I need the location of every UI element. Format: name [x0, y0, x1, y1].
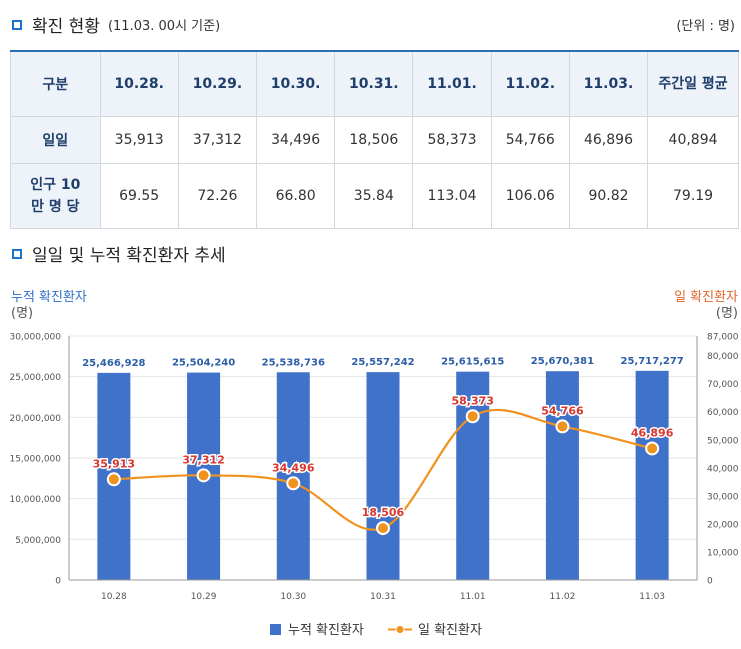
- row-header: 인구 10만 명 당: [10, 163, 101, 229]
- bar-value-label: 25,615,615: [441, 357, 504, 368]
- table-header-cell: 구분: [10, 50, 101, 117]
- x-tick-label: 10.31: [370, 592, 396, 602]
- right-tick-label: 70,000: [707, 380, 739, 390]
- right-axis-title: 일 확진환자: [674, 290, 738, 305]
- table-header-cell: 10.29.: [177, 50, 258, 117]
- legend-bar-swatch: [270, 624, 281, 635]
- bar-value-label: 25,670,381: [531, 356, 594, 367]
- line-value-label: 34,496: [272, 461, 315, 474]
- trend-section-title: 일일 및 누적 확진환자 추세: [12, 241, 226, 266]
- table-cell: 40,894: [647, 116, 739, 164]
- right-tick-label: 10,000: [707, 548, 739, 558]
- basis-date: (11.03. 00시 기준): [107, 19, 221, 34]
- trend-title: 일일 및 누적 확진환자 추세: [32, 246, 226, 266]
- legend-line-marker: [395, 625, 405, 634]
- left-tick-label: 5,000,000: [15, 536, 61, 546]
- table-header-cell: 11.02.: [490, 50, 570, 117]
- left-tick-label: 0: [55, 577, 61, 587]
- unit-label: (단위 : 명): [676, 19, 735, 34]
- bar: [545, 371, 579, 580]
- table-cell: 90.82: [568, 163, 649, 229]
- x-tick-label: 10.30: [280, 592, 306, 602]
- table-cell: 37,312: [177, 116, 258, 164]
- x-tick-label: 10.28: [101, 592, 127, 602]
- table-cell: 34,496: [255, 116, 336, 164]
- table-header-cell: 10.31.: [334, 50, 414, 117]
- line-value-label: 18,506: [362, 506, 405, 519]
- right-tick-label: 80,000: [707, 352, 739, 362]
- bar: [456, 371, 490, 580]
- line-point: [196, 468, 211, 483]
- bar: [635, 370, 669, 580]
- table-cell: 79.19: [647, 163, 739, 229]
- table-cell: 69.55: [99, 163, 179, 229]
- right-tick-label: 30,000: [707, 492, 739, 502]
- x-tick-label: 11.02: [550, 592, 576, 602]
- line-point: [645, 441, 660, 456]
- left-tick-label: 10,000,000: [9, 495, 61, 505]
- bar: [366, 372, 400, 580]
- right-tick-label: 40,000: [707, 464, 739, 474]
- square-bullet-icon: [12, 19, 22, 30]
- right-tick-label: 87,000: [707, 333, 739, 343]
- table-cell: 35,913: [99, 116, 179, 164]
- line-point: [555, 419, 570, 434]
- table-cell: 72.26: [177, 163, 258, 229]
- daily-cases-table: 구분 10.28. 10.29. 10.30. 10.31. 11.01. 11…: [10, 50, 739, 229]
- status-title: 확진 현황: [32, 17, 100, 37]
- right-axis-unit: (명): [716, 306, 738, 321]
- line-value-label: 58,373: [451, 394, 493, 407]
- table-cell: 106.06: [490, 163, 570, 229]
- legend-label: 누적 확진환자: [288, 623, 364, 638]
- left-tick-label: 15,000,000: [9, 455, 61, 465]
- line-point: [465, 409, 480, 424]
- bar-value-label: 25,557,242: [351, 357, 414, 368]
- table-cell: 54,766: [490, 116, 570, 164]
- table-header-cell: 10.28.: [99, 50, 179, 117]
- bar-value-label: 25,504,240: [172, 358, 235, 369]
- table-cell: 46,896: [568, 116, 649, 164]
- table-header-cell: 11.01.: [412, 50, 492, 117]
- right-tick-label: 50,000: [707, 436, 739, 446]
- x-tick-label: 11.01: [460, 592, 486, 602]
- table-row: 일일 35,913 37,312 34,496 18,506 58,373 54…: [10, 116, 739, 164]
- left-axis-unit: (명): [11, 306, 33, 321]
- table-header-cell: 11.03.: [568, 50, 649, 117]
- table-row: 인구 10만 명 당 69.55 72.26 66.80 35.84 113.0…: [10, 163, 739, 229]
- bar: [276, 372, 310, 580]
- line-value-label: 35,913: [93, 457, 135, 470]
- x-tick-label: 11.03: [639, 592, 665, 602]
- right-tick-label: 60,000: [707, 408, 739, 418]
- table-cell: 58,373: [412, 116, 492, 164]
- right-tick-label: 0: [707, 577, 713, 587]
- table-cell: 18,506: [334, 116, 414, 164]
- table-cell: 35.84: [334, 163, 414, 229]
- bar-value-label: 25,717,277: [621, 356, 684, 367]
- line-point: [286, 476, 301, 491]
- row-header: 일일: [10, 116, 101, 164]
- bar-value-label: 25,466,928: [82, 358, 145, 369]
- line-point: [106, 472, 121, 487]
- cases-trend-chart: 누적 확진환자 (명) 일 확진환자 (명) 25,466,928 25,504,…: [9, 290, 739, 638]
- left-tick-label: 25,000,000: [9, 373, 61, 383]
- square-bullet-icon: [12, 248, 22, 259]
- line-point: [376, 521, 390, 536]
- right-tick-label: 20,000: [707, 520, 739, 530]
- table-cell: 113.04: [412, 163, 492, 229]
- status-section-title: 확진 현황 (11.03. 00시 기준): [12, 12, 220, 37]
- left-axis-title: 누적 확진환자: [11, 290, 87, 305]
- line-value-label: 54,766: [541, 404, 584, 417]
- left-tick-label: 30,000,000: [9, 333, 61, 343]
- table-header-cell: 주간일 평균: [647, 50, 739, 117]
- x-tick-label: 10.29: [191, 592, 217, 602]
- table-header-row: 구분 10.28. 10.29. 10.30. 10.31. 11.01. 11…: [10, 50, 739, 117]
- line-value-label: 46,896: [631, 426, 674, 439]
- table-header-cell: 10.30.: [255, 50, 336, 117]
- table-cell: 66.80: [255, 163, 336, 229]
- bar-value-label: 25,538,736: [262, 357, 325, 368]
- left-tick-label: 20,000,000: [9, 414, 61, 424]
- line-value-label: 37,312: [182, 453, 224, 466]
- legend-label: 일 확진환자: [418, 623, 482, 638]
